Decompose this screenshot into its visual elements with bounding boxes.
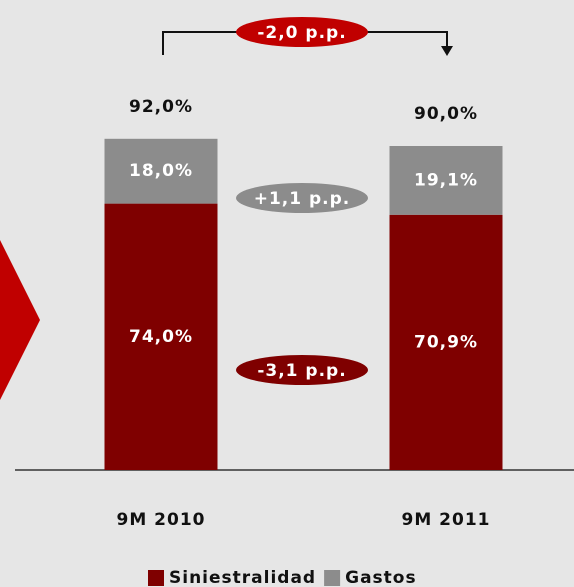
annotation: +1,1 p.p. [254, 189, 351, 209]
legend-label: Gastos [345, 568, 416, 587]
bar-segment [389, 214, 503, 470]
bar-segment [389, 146, 503, 215]
x-tick-label: 9M 2010 [117, 510, 206, 530]
annotation-pill [236, 183, 368, 213]
total-label: 92,0% [129, 97, 193, 117]
value-label: 74,0% [129, 327, 193, 347]
bar-segment [104, 138, 218, 204]
arrowhead [441, 46, 453, 56]
annotation: -3,1 p.p. [257, 361, 346, 381]
total-label: 90,0% [414, 104, 478, 124]
value-label: 18,0% [129, 161, 193, 181]
legend-label: Siniestralidad [169, 568, 316, 587]
annotation-pill [236, 17, 368, 47]
value-label: 70,9% [414, 332, 478, 352]
chevron [0, 240, 40, 400]
annotation: -2,0 p.p. [257, 23, 346, 43]
x-tick-label: 9M 2011 [402, 510, 491, 530]
legend-swatch [324, 570, 341, 586]
value-label: 19,1% [414, 170, 478, 190]
bar-segment [104, 203, 218, 470]
legend-swatch [148, 570, 164, 586]
annotation-pill [236, 355, 368, 385]
